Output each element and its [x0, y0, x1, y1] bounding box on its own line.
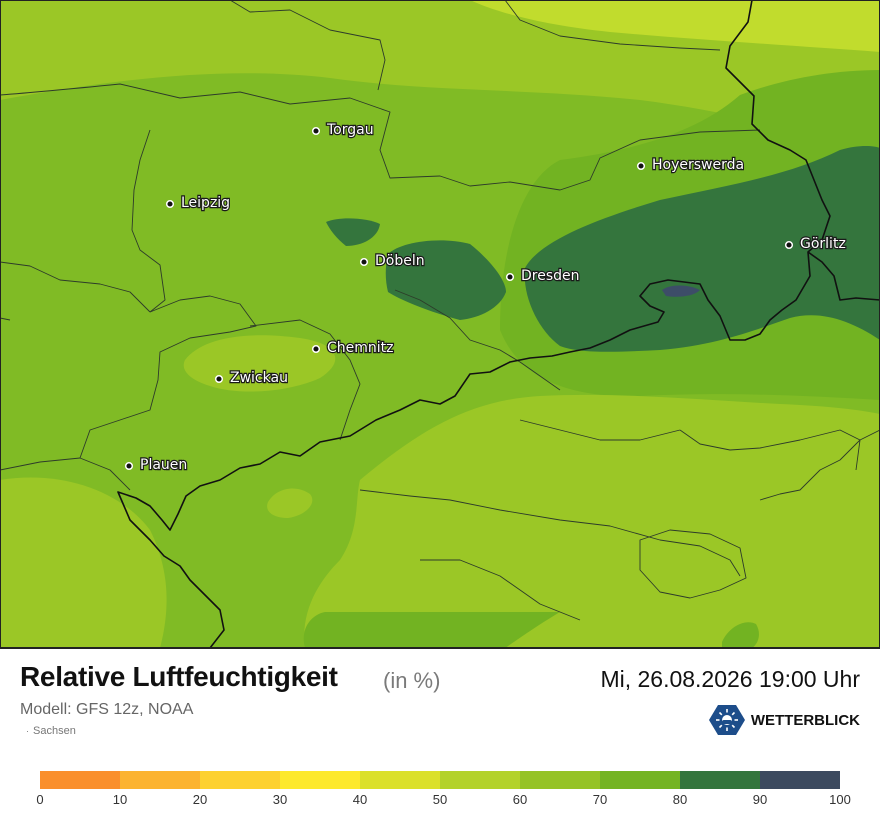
- district-boundaries: [0, 0, 880, 621]
- city-label-torgau: Torgau: [326, 122, 374, 138]
- map-unit: (in %): [383, 668, 441, 693]
- legend-segment: [40, 771, 120, 789]
- legend-segment: [360, 771, 440, 789]
- legend-tick-label: 40: [352, 792, 368, 807]
- brand-logo[interactable]: WETTERBLICK: [708, 704, 860, 736]
- map-footer: Relative Luftfeuchtigkeit (in %) Mi, 26.…: [0, 648, 880, 831]
- humidity-zone-se-patch: [722, 622, 759, 648]
- legend-segment: [520, 771, 600, 789]
- legend-tick-label: 10: [112, 792, 128, 807]
- legend-segment: [680, 771, 760, 789]
- humidity-zone-small-dark: [326, 218, 380, 246]
- humidity-zone-south-mid: [303, 612, 560, 648]
- legend-tick-label: 100: [829, 792, 851, 807]
- legend-segment: [600, 771, 680, 789]
- humidity-zone-south: [304, 394, 880, 648]
- humidity-zone-north: [0, 0, 880, 150]
- legend-tick-label: 70: [592, 792, 608, 807]
- humidity-zone-south-patch: [267, 488, 313, 518]
- city-chemnitz: Chemnitz: [311, 339, 395, 357]
- humidity-zone-northeast-light: [470, 0, 880, 52]
- city-label-plauen: Plauen: [140, 457, 187, 473]
- city-label-chemnitz: Chemnitz: [327, 340, 394, 356]
- model-info: Modell: GFS 12z, NOAA: [20, 701, 194, 718]
- city-label-goerlitz: Görlitz: [800, 236, 846, 252]
- humidity-map: Torgau Leipzig Döbeln Dresden Hoyerswerd…: [0, 0, 880, 648]
- legend-segment: [760, 771, 840, 789]
- city-leipzig: Leipzig: [165, 194, 231, 212]
- legend-tick-label: 90: [752, 792, 768, 807]
- city-label-hoyerswerda: Hoyerswerda: [652, 157, 744, 173]
- region-label: · Sachsen: [26, 725, 76, 737]
- legend-tick-label: 20: [192, 792, 208, 807]
- city-label-doebeln: Döbeln: [375, 253, 425, 269]
- region-name: Sachsen: [33, 725, 76, 737]
- city-zwickau: Zwickau: [214, 369, 289, 387]
- humidity-zone-extreme: [662, 285, 700, 297]
- forecast-datetime: Mi, 26.08.2026 19:00 Uhr: [600, 666, 860, 692]
- city-goerlitz: Görlitz: [784, 235, 847, 253]
- humidity-zone-dresden-dark: [385, 240, 506, 320]
- legend-ticks: 0 10 20 30 40 50 60 70 80 90 100: [36, 792, 850, 808]
- city-hoyerswerda: Hoyerswerda: [636, 156, 745, 174]
- city-dresden: Dresden: [505, 267, 581, 285]
- city-label-zwickau: Zwickau: [230, 370, 288, 386]
- city-doebeln: Döbeln: [359, 252, 426, 270]
- city-label-dresden: Dresden: [521, 268, 580, 284]
- national-border: [117, 0, 880, 648]
- color-legend: [40, 771, 840, 789]
- legend-tick-label: 30: [272, 792, 288, 807]
- legend-segment: [120, 771, 200, 789]
- bullet-icon: ·: [26, 726, 29, 736]
- city-label-leipzig: Leipzig: [181, 195, 230, 211]
- city-markers: Torgau Leipzig Döbeln Dresden Hoyerswerd…: [124, 121, 847, 474]
- legend-tick-label: 50: [432, 792, 448, 807]
- legend-tick-label: 60: [512, 792, 528, 807]
- legend-tick-label: 0: [36, 792, 44, 807]
- humidity-zone-southwest: [0, 477, 167, 648]
- legend-segment: [200, 771, 280, 789]
- humidity-zone-east-dark: [524, 146, 880, 352]
- legend-segment: [280, 771, 360, 789]
- legend-tick-label: 80: [672, 792, 688, 807]
- city-plauen: Plauen: [124, 456, 188, 474]
- map-title: Relative Luftfeuchtigkeit: [20, 661, 338, 692]
- city-torgau: Torgau: [311, 121, 375, 139]
- legend-segment: [440, 771, 520, 789]
- weather-logo-icon: [708, 705, 745, 735]
- brand-name: WETTERBLICK: [750, 711, 860, 729]
